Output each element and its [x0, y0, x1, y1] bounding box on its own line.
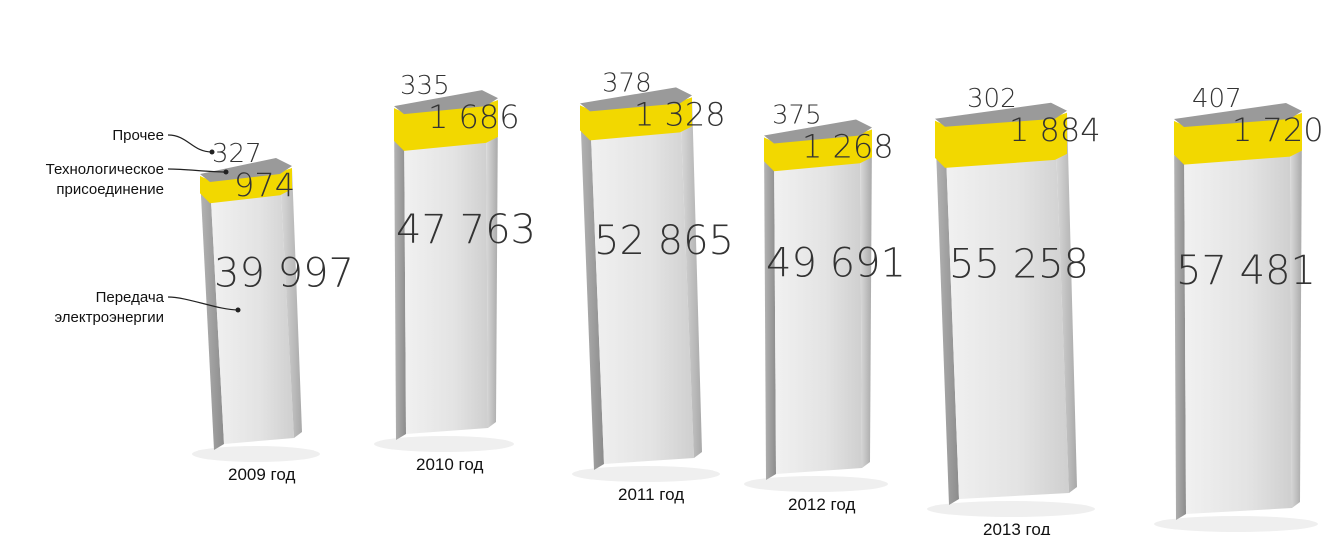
bar-side-face	[1174, 120, 1186, 520]
legend-leader-line	[167, 296, 239, 311]
segment-tech-connection	[1174, 112, 1302, 165]
category-label: 2010 год	[416, 455, 483, 474]
category-label: 2013 год	[983, 520, 1050, 535]
segment-tech-connection	[935, 112, 1067, 168]
value-label-other: 407	[1192, 84, 1242, 114]
bar-shadow	[572, 466, 720, 482]
value-label-tech-connection: 1 328	[634, 95, 726, 133]
legend-item-2: Технологическое присоединение	[46, 161, 229, 198]
bar-right-face	[280, 168, 302, 438]
bar-shadow	[1154, 516, 1318, 532]
value-label-tech-connection: 1 268	[802, 127, 894, 165]
value-label-transmission: 55 258	[949, 242, 1089, 288]
value-label-transmission: 47 763	[396, 207, 536, 253]
legend-label: Технологическое	[46, 161, 164, 178]
legend-dot	[209, 149, 215, 155]
legend-label: Прочее	[112, 127, 164, 144]
value-label-transmission: 39 997	[214, 250, 354, 296]
bar-right-face	[1290, 112, 1302, 508]
bar-side-face	[764, 137, 776, 480]
category-label: 2009 год	[228, 465, 295, 484]
bar-right-face	[1055, 112, 1077, 493]
bar-front-face	[590, 103, 694, 464]
segment-other	[935, 102, 1067, 127]
bar-right-face	[486, 100, 498, 429]
legend-dot	[235, 307, 241, 313]
legend-label: присоединение	[56, 181, 164, 198]
bar-front-face	[210, 174, 294, 444]
bar-shadow	[192, 446, 320, 462]
value-label-tech-connection: 1 686	[428, 98, 520, 136]
bar-side-face	[394, 108, 406, 441]
bar-shadow	[374, 436, 514, 452]
segment-other	[394, 90, 498, 115]
category-label: 2012 год	[788, 495, 855, 514]
bar-front-face	[945, 118, 1069, 499]
bar-right-face	[860, 129, 872, 468]
value-label-tech-connection: 1 884	[1009, 111, 1101, 149]
value-label-tech-connection: 1 720	[1232, 111, 1324, 149]
category-label: 2011 год	[618, 485, 684, 504]
segment-other	[200, 158, 292, 183]
value-label-other: 378	[602, 68, 652, 98]
value-label-transmission: 52 865	[594, 218, 734, 264]
bar-right-face	[680, 97, 702, 458]
bar-shadow	[744, 476, 888, 492]
value-label-other: 327	[212, 139, 262, 169]
value-label-tech-connection: 974	[234, 166, 295, 204]
segment-other	[580, 87, 692, 112]
legend-item-1: Прочее	[112, 127, 215, 155]
bar-front-face	[404, 106, 488, 435]
value-label-other: 302	[967, 84, 1017, 114]
segment-other	[764, 119, 872, 144]
bar-side-face	[200, 176, 224, 450]
legend-item-3: Передача электроэнергии	[54, 289, 241, 326]
bar-front-face	[1184, 118, 1292, 514]
value-label-transmission: 57 481	[1176, 248, 1316, 294]
bar-shadow	[927, 501, 1095, 517]
value-label-other: 335	[400, 71, 450, 101]
legend-leader-line	[167, 168, 227, 173]
value-label-transmission: 49 691	[766, 241, 906, 287]
bar-side-face	[580, 105, 604, 470]
value-label-other: 375	[772, 100, 822, 130]
legend-label: Передача	[96, 289, 165, 306]
segment-tech-connection	[200, 168, 292, 204]
segment-tech-connection	[394, 100, 498, 151]
bar-side-face	[935, 120, 959, 505]
legend-leader-line	[167, 134, 213, 153]
legend-dot	[223, 169, 229, 175]
segment-other	[1174, 102, 1302, 127]
legend-label: электроэнергии	[54, 309, 164, 326]
bar-front-face	[774, 135, 862, 474]
